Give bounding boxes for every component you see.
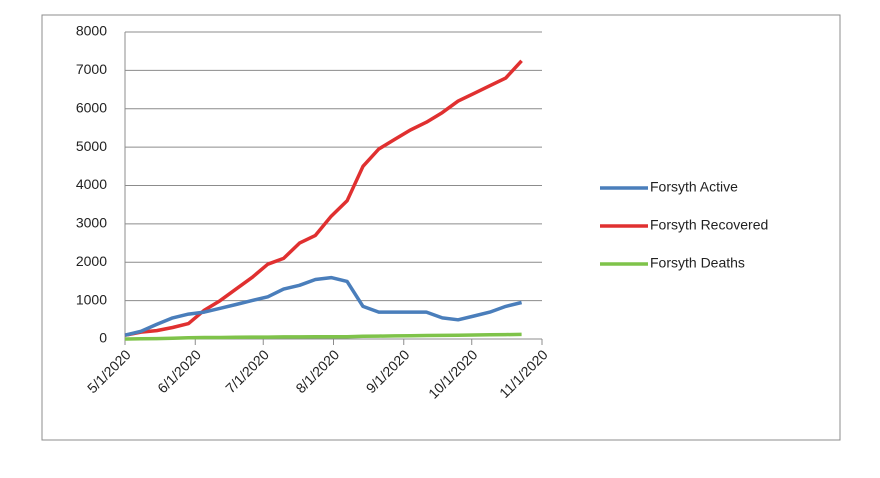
y-tick-label: 6000 <box>76 99 107 115</box>
y-tick-label: 8000 <box>76 23 107 39</box>
y-tick-label: 5000 <box>76 138 107 154</box>
legend-label: Forsyth Recovered <box>650 217 768 233</box>
chart-frame <box>41 14 841 441</box>
y-tick-label: 0 <box>99 330 107 346</box>
y-tick-label: 3000 <box>76 215 107 231</box>
legend-label: Forsyth Active <box>650 179 738 195</box>
legend-label: Forsyth Deaths <box>650 255 745 271</box>
y-tick-label: 1000 <box>76 291 107 307</box>
series-line <box>124 332 522 341</box>
y-tick-label: 7000 <box>76 61 107 77</box>
series-line <box>124 59 523 337</box>
y-tick-label: 4000 <box>76 176 107 192</box>
y-tick-label: 2000 <box>76 253 107 269</box>
series-line <box>124 275 523 337</box>
